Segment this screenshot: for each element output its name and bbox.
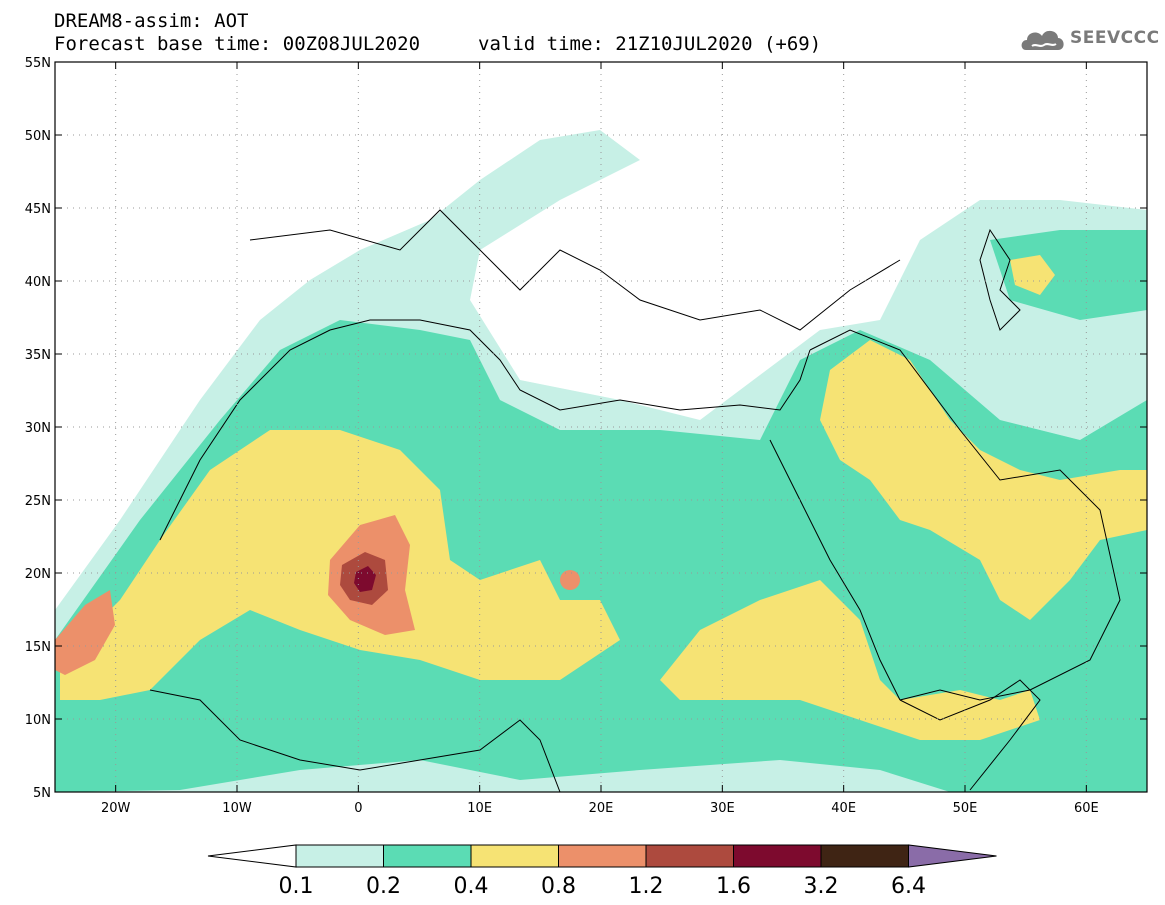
- colorbar-box: [645, 844, 734, 868]
- lat-label: 15N: [25, 640, 51, 655]
- colorbar-box: [295, 844, 384, 868]
- map-title: DREAM8-assim: AOT: [54, 10, 249, 32]
- colorbar-label: 0.1: [279, 874, 314, 899]
- lon-label: 20W: [101, 801, 131, 816]
- lat-label: 50N: [25, 129, 51, 144]
- colorbar-box: [470, 844, 559, 868]
- colorbar-box: [558, 844, 647, 868]
- aot-fields: [55, 130, 1147, 792]
- coastline-africa-north: [159, 319, 811, 541]
- lon-labels: 20W 10W 0 10E 20E 30E 40E 50E 60E: [101, 801, 1099, 816]
- colorbar-over-triangle: [908, 844, 997, 868]
- colorbar-label: 0.4: [454, 874, 489, 899]
- coastline-europe: [249, 209, 901, 331]
- logo-text: SEEVCCC: [1070, 28, 1160, 48]
- coastline-gulf-guinea: [149, 689, 561, 792]
- colorbar-box: [820, 844, 909, 868]
- lat-labels: 55N 50N 45N 40N 35N 30N 25N 20N 15N 10N 5N: [25, 56, 51, 801]
- coastlines: [149, 209, 1121, 792]
- colorbar-label: 3.2: [804, 874, 839, 899]
- coastline-red-sea: [769, 439, 901, 701]
- axis-ticks: [55, 61, 1147, 793]
- cloud-logo-icon: [1021, 30, 1064, 50]
- lon-label: 30E: [710, 801, 735, 816]
- lat-label: 20N: [25, 567, 51, 582]
- lat-label: 10N: [25, 713, 51, 728]
- lon-label: 20E: [589, 801, 614, 816]
- lon-label: 10E: [467, 801, 492, 816]
- aot-field-yellow-east: [660, 580, 1040, 740]
- aot-field-yellow-arabia: [820, 340, 1147, 620]
- colorbar-box: [383, 844, 472, 868]
- colorbar-box: [733, 844, 822, 868]
- lon-label: 0: [354, 801, 362, 816]
- aot-field-orange-chad: [560, 570, 580, 590]
- lon-label: 40E: [831, 801, 856, 816]
- lon-label: 60E: [1074, 801, 1099, 816]
- lon-label: 50E: [953, 801, 978, 816]
- lat-label: 55N: [25, 56, 51, 71]
- colorbar-labels: 0.1 0.2 0.4 0.8 1.2 1.6 3.2 6.4: [279, 874, 927, 899]
- colorbar-label: 0.8: [541, 874, 576, 899]
- colorbar: [207, 844, 997, 868]
- lon-label: 10W: [222, 801, 252, 816]
- lat-label: 5N: [33, 786, 51, 801]
- lat-label: 40N: [25, 275, 51, 290]
- colorbar-under-triangle: [207, 844, 297, 868]
- aot-field-orange-senegal: [55, 590, 115, 675]
- lat-label: 35N: [25, 348, 51, 363]
- aot-field-green-caspian: [990, 230, 1147, 320]
- colorbar-label: 0.2: [366, 874, 401, 899]
- colorbar-label: 1.2: [629, 874, 664, 899]
- lat-label: 30N: [25, 421, 51, 436]
- gridlines: [55, 62, 1147, 792]
- valid-time: valid time: 21Z10JUL2020 (+69): [478, 33, 822, 55]
- coastline-caspian: [979, 228, 1021, 331]
- lat-label: 25N: [25, 494, 51, 509]
- coastline-horn: [899, 679, 1041, 791]
- coastline-arabia: [809, 329, 1121, 701]
- lat-label: 45N: [25, 202, 51, 217]
- forecast-base-time: Forecast base time: 00Z08JUL2020: [54, 33, 421, 55]
- aot-field-yellow-aral: [1010, 255, 1055, 295]
- colorbar-label: 6.4: [891, 874, 926, 899]
- colorbar-label: 1.6: [716, 874, 751, 899]
- aot-field-maroon: [354, 566, 376, 592]
